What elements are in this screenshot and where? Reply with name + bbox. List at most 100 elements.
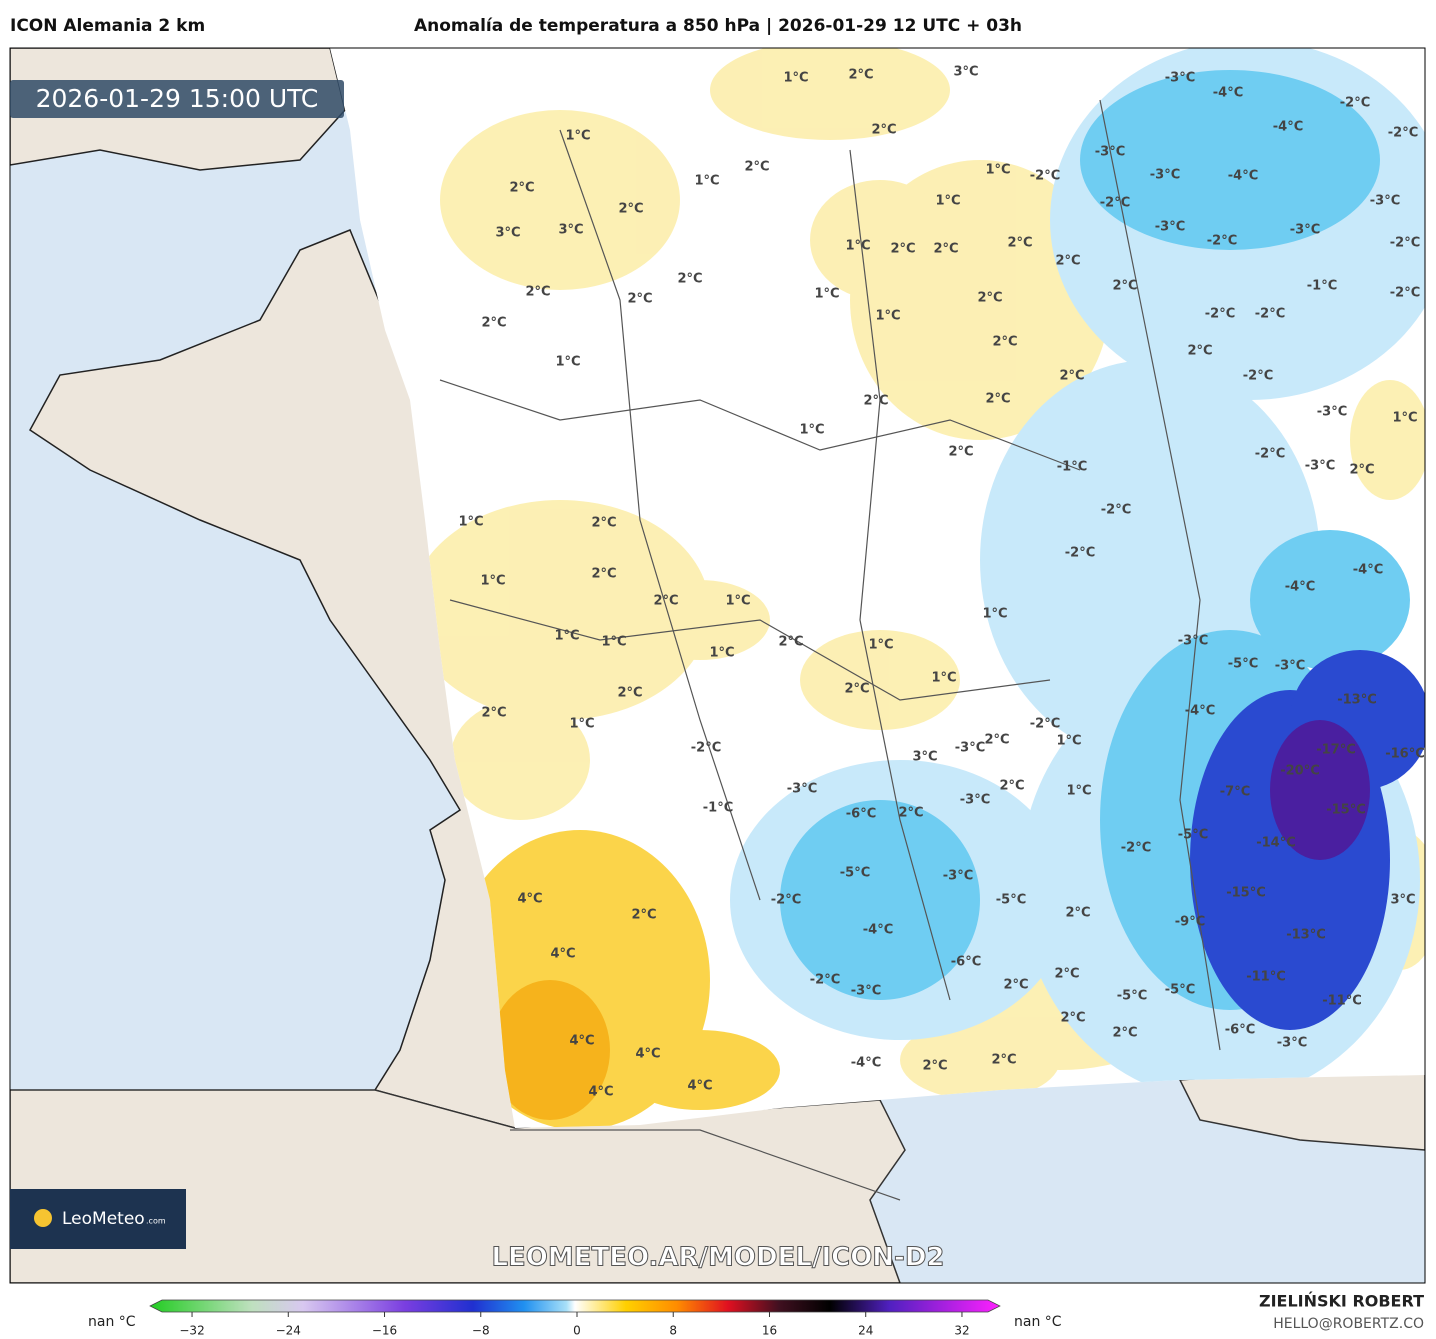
isotherm-label: 1°C xyxy=(694,174,719,189)
isotherm-label: 1°C xyxy=(1056,734,1081,749)
isotherm-label: 2°C xyxy=(1060,1011,1085,1026)
isotherm-label: 4°C xyxy=(588,1085,613,1100)
isotherm-label: 2°C xyxy=(863,394,888,409)
isotherm-label: -11°C xyxy=(1246,970,1286,985)
isotherm-label: 2°C xyxy=(948,445,973,460)
isotherm-label: 2°C xyxy=(977,291,1002,306)
isotherm-label: 1°C xyxy=(458,515,483,530)
isotherm-label: 2°C xyxy=(617,686,642,701)
isotherm-label: 2°C xyxy=(985,392,1010,407)
isotherm-label: 1°C xyxy=(1392,411,1417,426)
isotherm-label: -2°C xyxy=(1030,169,1060,184)
isotherm-label: -6°C xyxy=(846,807,876,822)
isotherm-label: 1°C xyxy=(982,607,1007,622)
land xyxy=(10,1089,906,1283)
logo-sun xyxy=(34,1209,52,1227)
isotherm-label: -3°C xyxy=(1165,71,1195,86)
isotherm-label: 1°C xyxy=(931,671,956,686)
isotherm-label: -3°C xyxy=(1305,459,1335,474)
isotherm-label: -6°C xyxy=(951,955,981,970)
isotherm-label: -5°C xyxy=(1178,828,1208,843)
contact: HELLO@ROBERTZ.CO xyxy=(1273,1316,1424,1332)
isotherm-label: -2°C xyxy=(1243,369,1273,384)
isotherm-label: -6°C xyxy=(1225,1023,1255,1038)
isotherm-label: 1°C xyxy=(554,629,579,644)
isotherm-label: 2°C xyxy=(984,733,1009,748)
isotherm-label: -3°C xyxy=(1178,634,1208,649)
isotherm-label: 2°C xyxy=(1007,236,1032,251)
colorbar-tick-label: −32 xyxy=(179,1324,204,1338)
isotherm-label: 2°C xyxy=(991,1053,1016,1068)
isotherm-label: -3°C xyxy=(1277,1036,1307,1051)
isotherm-label: 2°C xyxy=(618,202,643,217)
isotherm-label: 2°C xyxy=(1003,978,1028,993)
isotherm-label: 2°C xyxy=(653,594,678,609)
valid-time: 2026-01-29 15:00 UTC xyxy=(36,84,319,113)
isotherm-label: -3°C xyxy=(1290,223,1320,238)
isotherm-label: 2°C xyxy=(1112,1026,1137,1041)
colorbar-tick-label: −16 xyxy=(372,1324,397,1338)
isotherm-label: 2°C xyxy=(525,285,550,300)
isotherm-label: -14°C xyxy=(1256,836,1296,851)
isotherm-label: -3°C xyxy=(1370,194,1400,209)
isotherm-label: -2°C xyxy=(1205,307,1235,322)
watermark: LEOMETEO.AR/MODEL/ICON-D2 xyxy=(491,1243,944,1273)
isotherm-label: -3°C xyxy=(1275,659,1305,674)
isotherm-label: 1°C xyxy=(875,309,900,324)
isotherm-label: -2°C xyxy=(1340,96,1370,111)
isotherm-label: 2°C xyxy=(898,806,923,821)
colorbar-tick-label: −24 xyxy=(276,1324,301,1338)
colorbar-tick-label: 16 xyxy=(762,1324,777,1338)
isotherm-label: 2°C xyxy=(1059,369,1084,384)
isotherm-label: -4°C xyxy=(1273,120,1303,135)
isotherm-label: -11°C xyxy=(1322,994,1362,1009)
time-box xyxy=(10,80,344,118)
isotherm-label: 1°C xyxy=(783,71,808,86)
isotherm-label: -2°C xyxy=(1390,286,1420,301)
isotherm-label: 1°C xyxy=(725,594,750,609)
isotherm-label: -5°C xyxy=(840,866,870,881)
isotherm-label: 4°C xyxy=(687,1079,712,1094)
isotherm-label: -3°C xyxy=(943,869,973,884)
isotherm-label: 4°C xyxy=(517,892,542,907)
isotherm-label: 2°C xyxy=(509,181,534,196)
map-title: Anomalía de temperatura a 850 hPa | 2026… xyxy=(414,16,1022,36)
isotherm-label: 1°C xyxy=(480,574,505,589)
isotherm-label: 1°C xyxy=(814,287,839,302)
isotherm-label: -4°C xyxy=(1353,563,1383,578)
isotherm-label: -13°C xyxy=(1286,928,1326,943)
isotherm-label: -4°C xyxy=(1185,704,1215,719)
isotherm-label: -5°C xyxy=(996,893,1026,908)
isotherm-label: 2°C xyxy=(1054,967,1079,982)
isotherm-label: 1°C xyxy=(565,129,590,144)
isotherm-label: -1°C xyxy=(1057,460,1087,475)
model-name: ICON Alemania 2 km xyxy=(10,16,205,36)
isotherm-label: -2°C xyxy=(1030,717,1060,732)
isotherm-label: 4°C xyxy=(550,947,575,962)
isotherm-label: -2°C xyxy=(771,893,801,908)
isotherm-label: 3°C xyxy=(912,750,937,765)
isotherm-label: -2°C xyxy=(810,973,840,988)
isotherm-label: 2°C xyxy=(871,123,896,138)
isotherm-label: 2°C xyxy=(1065,906,1090,921)
isotherm-label: 1°C xyxy=(799,423,824,438)
colorbar-tick-label: −8 xyxy=(472,1324,490,1338)
colorbar-unit: nan °C xyxy=(88,1314,136,1330)
isotherm-label: -3°C xyxy=(1317,405,1347,420)
isotherm-label: -4°C xyxy=(1213,86,1243,101)
isotherm-label: 2°C xyxy=(848,68,873,83)
isotherm-label: -2°C xyxy=(1101,503,1131,518)
isotherm-label: 2°C xyxy=(677,272,702,287)
isotherm-label: -15°C xyxy=(1326,803,1366,818)
colorbar xyxy=(149,1299,1001,1313)
isotherm-label: 2°C xyxy=(1187,344,1212,359)
isotherm-label: -4°C xyxy=(1228,169,1258,184)
isotherm-label: -5°C xyxy=(1228,657,1258,672)
isotherm-label: -13°C xyxy=(1337,693,1377,708)
author: ZIELIŃSKI ROBERT xyxy=(1259,1292,1424,1311)
isotherm-label: 4°C xyxy=(569,1034,594,1049)
isotherm-label: 2°C xyxy=(1349,463,1374,478)
isotherm-label: -17°C xyxy=(1316,743,1356,758)
isotherm-label: 1°C xyxy=(985,163,1010,178)
